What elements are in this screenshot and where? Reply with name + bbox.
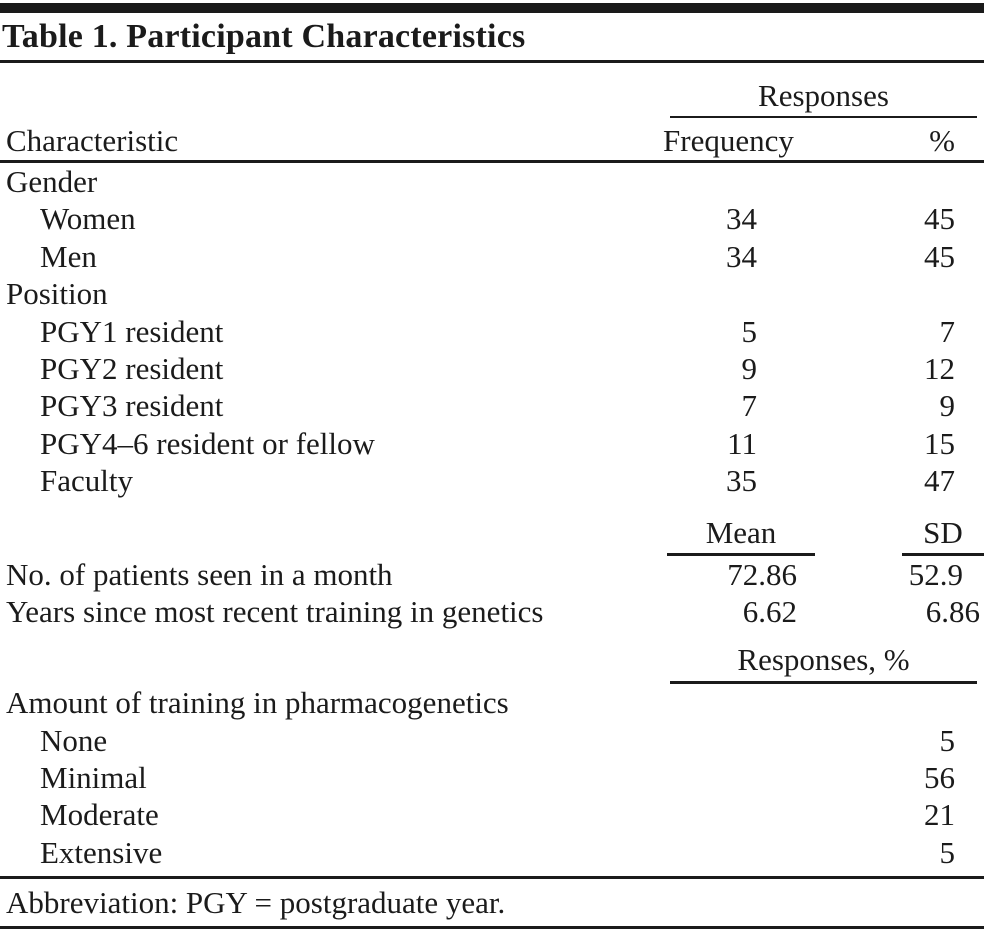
table-row: PGY3 resident 7 9 — [0, 387, 984, 424]
row-percent: 21 — [924, 797, 955, 833]
row-percent: 15 — [924, 425, 955, 461]
table-row: No. of patients seen in a month 72.86 52… — [0, 556, 984, 593]
row-percent: 45 — [924, 201, 955, 237]
responses-pct-label: Responses, % — [670, 639, 977, 685]
table-row: Moderate 21 — [0, 796, 984, 833]
row-percent: 5 — [939, 834, 956, 870]
row-frequency: 5 — [741, 313, 758, 349]
row-label: Extensive — [40, 834, 163, 870]
row-percent: 12 — [924, 350, 955, 386]
footnote-rule — [0, 876, 984, 880]
responses-pct-header-row: Responses, % — [0, 630, 984, 685]
table-row: Women 34 45 — [0, 200, 984, 237]
row-sd: 52.9 — [908, 556, 963, 592]
col-header-percent: % — [929, 123, 955, 158]
section-label: Gender — [6, 164, 98, 199]
bottom-rule — [0, 926, 984, 930]
row-label: None — [40, 722, 108, 758]
row-percent: 5 — [939, 722, 956, 758]
table-row: PGY1 resident 5 7 — [0, 313, 984, 350]
section-row-position: Position — [0, 275, 984, 312]
table-title: Table 1. Participant Characteristics — [2, 18, 526, 55]
row-label: Men — [40, 238, 97, 274]
column-header-row: Characteristic Frequency % — [0, 118, 984, 163]
table-row: Faculty 35 47 — [0, 462, 984, 499]
table-footnote: Abbreviation: PGY = postgraduate year. — [6, 885, 506, 921]
title-rule — [0, 60, 984, 63]
table-row: Minimal 56 — [0, 759, 984, 796]
table-row: Extensive 5 — [0, 834, 984, 871]
row-label: Faculty — [40, 463, 133, 499]
col-header-frequency: Frequency — [663, 123, 794, 158]
responses-spanner-label: Responses — [670, 76, 977, 118]
row-label: PGY4–6 resident or fellow — [40, 425, 375, 461]
row-percent: 45 — [924, 238, 955, 274]
row-label: No. of patients seen in a month — [6, 556, 393, 592]
col-header-characteristic: Characteristic — [6, 123, 179, 158]
row-label: Women — [40, 201, 136, 237]
row-percent: 7 — [939, 313, 956, 349]
row-label: Years since most recent training in gene… — [6, 593, 544, 629]
table-row: PGY4–6 resident or fellow 11 15 — [0, 425, 984, 462]
mean-header: Mean — [667, 513, 815, 556]
row-percent: 9 — [939, 388, 956, 424]
section-row-gender: Gender — [0, 163, 984, 200]
row-mean: 6.62 — [742, 593, 797, 629]
row-label: Minimal — [40, 760, 147, 796]
row-label: PGY3 resident — [40, 388, 224, 424]
row-label: PGY1 resident — [40, 313, 224, 349]
responses-spanner-row: Responses — [0, 63, 984, 118]
row-percent: 47 — [924, 463, 955, 499]
row-mean: 72.86 — [727, 556, 797, 592]
row-frequency: 7 — [741, 388, 758, 424]
table-row: None 5 — [0, 722, 984, 759]
mean-sd-header-row: Mean SD — [0, 500, 984, 556]
table-row: Years since most recent training in gene… — [0, 593, 984, 630]
table-row: PGY2 resident 9 12 — [0, 350, 984, 387]
row-frequency: 9 — [741, 350, 758, 386]
table-row: Men 34 45 — [0, 238, 984, 275]
row-frequency: 34 — [726, 238, 757, 274]
row-frequency: 34 — [726, 201, 757, 237]
section-label: Position — [6, 276, 108, 312]
row-frequency: 11 — [727, 425, 757, 461]
row-label: Moderate — [40, 797, 159, 833]
table-top-bar — [0, 3, 984, 13]
row-percent: 56 — [924, 760, 955, 796]
row-frequency: 35 — [726, 463, 757, 499]
row-sd: 6.86 — [925, 593, 980, 629]
section-row-training: Amount of training in pharmacogenetics — [0, 684, 984, 721]
row-label: PGY2 resident — [40, 350, 224, 386]
section-label: Amount of training in pharmacogenetics — [6, 685, 509, 721]
sd-header: SD — [902, 513, 984, 556]
